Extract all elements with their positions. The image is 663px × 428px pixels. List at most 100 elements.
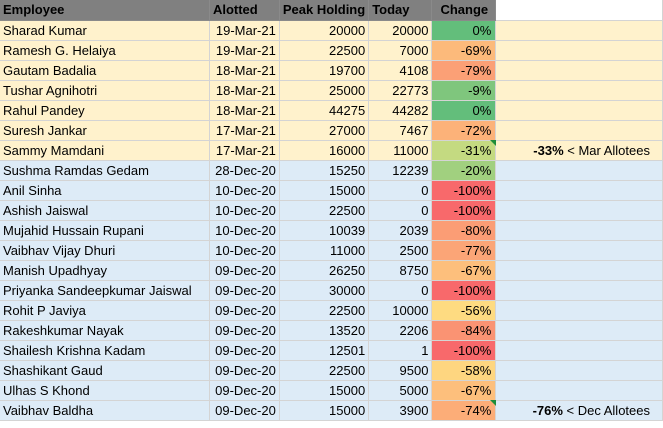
alotted-date-cell[interactable]: 19-Mar-21: [209, 20, 280, 41]
change-cell[interactable]: -67%: [431, 260, 497, 281]
employee-cell[interactable]: Shailesh Krishna Kadam: [0, 340, 210, 361]
column-header-alotted[interactable]: Alotted: [209, 0, 280, 21]
alotted-date-cell[interactable]: 09-Dec-20: [209, 320, 280, 341]
empty-cell[interactable]: [495, 20, 663, 41]
today-cell[interactable]: 5000: [368, 380, 433, 401]
today-cell[interactable]: 9500: [368, 360, 433, 381]
alotted-date-cell[interactable]: 09-Dec-20: [209, 260, 280, 281]
today-cell[interactable]: 8750: [368, 260, 433, 281]
empty-cell[interactable]: [495, 300, 663, 321]
column-header-today[interactable]: Today: [368, 0, 433, 21]
group-summary-cell[interactable]: -76% < Dec Allotees: [495, 400, 663, 421]
alotted-date-cell[interactable]: 10-Dec-20: [209, 240, 280, 261]
employee-cell[interactable]: Anil Sinha: [0, 180, 210, 201]
peak-holding-cell[interactable]: 19700: [279, 60, 370, 81]
change-cell[interactable]: -56%: [431, 300, 497, 321]
peak-holding-cell[interactable]: 13520: [279, 320, 370, 341]
change-cell[interactable]: -69%: [431, 40, 497, 61]
empty-cell[interactable]: [495, 280, 663, 301]
peak-holding-cell[interactable]: 22500: [279, 40, 370, 61]
empty-cell[interactable]: [495, 180, 663, 201]
peak-holding-cell[interactable]: 22500: [279, 300, 370, 321]
change-cell[interactable]: -100%: [431, 180, 497, 201]
peak-holding-cell[interactable]: 10039: [279, 220, 370, 241]
today-cell[interactable]: 2206: [368, 320, 433, 341]
empty-cell[interactable]: [495, 360, 663, 381]
today-cell[interactable]: 20000: [368, 20, 433, 41]
peak-holding-cell[interactable]: 27000: [279, 120, 370, 141]
change-cell[interactable]: -100%: [431, 340, 497, 361]
peak-holding-cell[interactable]: 44275: [279, 100, 370, 121]
change-cell[interactable]: -9%: [431, 80, 497, 101]
employee-cell[interactable]: Tushar Agnihotri: [0, 80, 210, 101]
peak-holding-cell[interactable]: 20000: [279, 20, 370, 41]
alotted-date-cell[interactable]: 28-Dec-20: [209, 160, 280, 181]
change-cell[interactable]: -80%: [431, 220, 497, 241]
today-cell[interactable]: 7000: [368, 40, 433, 61]
peak-holding-cell[interactable]: 15000: [279, 180, 370, 201]
empty-cell[interactable]: [495, 160, 663, 181]
today-cell[interactable]: 0: [368, 280, 433, 301]
employee-cell[interactable]: Gautam Badalia: [0, 60, 210, 81]
empty-cell[interactable]: [495, 320, 663, 341]
group-summary-cell[interactable]: -33% < Mar Allotees: [495, 140, 663, 161]
alotted-date-cell[interactable]: 19-Mar-21: [209, 40, 280, 61]
column-header-employee[interactable]: Employee: [0, 0, 210, 21]
empty-cell[interactable]: [495, 340, 663, 361]
employee-cell[interactable]: Rahul Pandey: [0, 100, 210, 121]
empty-cell[interactable]: [495, 240, 663, 261]
employee-cell[interactable]: Ulhas S Khond: [0, 380, 210, 401]
empty-cell[interactable]: [495, 200, 663, 221]
today-cell[interactable]: 1: [368, 340, 433, 361]
today-cell[interactable]: 11000: [368, 140, 433, 161]
today-cell[interactable]: 3900: [368, 400, 433, 421]
employee-cell[interactable]: Rohit P Javiya: [0, 300, 210, 321]
today-cell[interactable]: 2039: [368, 220, 433, 241]
change-cell[interactable]: -74%: [431, 400, 497, 421]
alotted-date-cell[interactable]: 18-Mar-21: [209, 80, 280, 101]
employee-cell[interactable]: Ashish Jaiswal: [0, 200, 210, 221]
alotted-date-cell[interactable]: 18-Mar-21: [209, 60, 280, 81]
peak-holding-cell[interactable]: 16000: [279, 140, 370, 161]
alotted-date-cell[interactable]: 10-Dec-20: [209, 180, 280, 201]
today-cell[interactable]: 2500: [368, 240, 433, 261]
peak-holding-cell[interactable]: 22500: [279, 200, 370, 221]
change-cell[interactable]: 0%: [431, 20, 497, 41]
peak-holding-cell[interactable]: 11000: [279, 240, 370, 261]
alotted-date-cell[interactable]: 09-Dec-20: [209, 380, 280, 401]
peak-holding-cell[interactable]: 12501: [279, 340, 370, 361]
empty-cell[interactable]: [495, 220, 663, 241]
alotted-date-cell[interactable]: 09-Dec-20: [209, 400, 280, 421]
alotted-date-cell[interactable]: 10-Dec-20: [209, 220, 280, 241]
column-header-peak-holding[interactable]: Peak Holding: [279, 0, 370, 21]
alotted-date-cell[interactable]: 17-Mar-21: [209, 140, 280, 161]
employee-cell[interactable]: Mujahid Hussain Rupani: [0, 220, 210, 241]
alotted-date-cell[interactable]: 09-Dec-20: [209, 340, 280, 361]
peak-holding-cell[interactable]: 22500: [279, 360, 370, 381]
employee-cell[interactable]: Rakeshkumar Nayak: [0, 320, 210, 341]
empty-cell[interactable]: [495, 100, 663, 121]
alotted-date-cell[interactable]: 17-Mar-21: [209, 120, 280, 141]
change-cell[interactable]: -100%: [431, 200, 497, 221]
today-cell[interactable]: 22773: [368, 80, 433, 101]
change-cell[interactable]: -100%: [431, 280, 497, 301]
change-cell[interactable]: -84%: [431, 320, 497, 341]
alotted-date-cell[interactable]: 18-Mar-21: [209, 100, 280, 121]
empty-cell[interactable]: [495, 40, 663, 61]
peak-holding-cell[interactable]: 25000: [279, 80, 370, 101]
change-cell[interactable]: -58%: [431, 360, 497, 381]
peak-holding-cell[interactable]: 30000: [279, 280, 370, 301]
peak-holding-cell[interactable]: 15000: [279, 400, 370, 421]
change-cell[interactable]: 0%: [431, 100, 497, 121]
empty-cell[interactable]: [495, 0, 663, 21]
employee-cell[interactable]: Shashikant Gaud: [0, 360, 210, 381]
employee-cell[interactable]: Vaibhav Baldha: [0, 400, 210, 421]
today-cell[interactable]: 12239: [368, 160, 433, 181]
alotted-date-cell[interactable]: 09-Dec-20: [209, 300, 280, 321]
alotted-date-cell[interactable]: 09-Dec-20: [209, 280, 280, 301]
empty-cell[interactable]: [495, 260, 663, 281]
change-cell[interactable]: -31%: [431, 140, 497, 161]
employee-cell[interactable]: Sushma Ramdas Gedam: [0, 160, 210, 181]
today-cell[interactable]: 0: [368, 200, 433, 221]
employee-cell[interactable]: Sammy Mamdani: [0, 140, 210, 161]
